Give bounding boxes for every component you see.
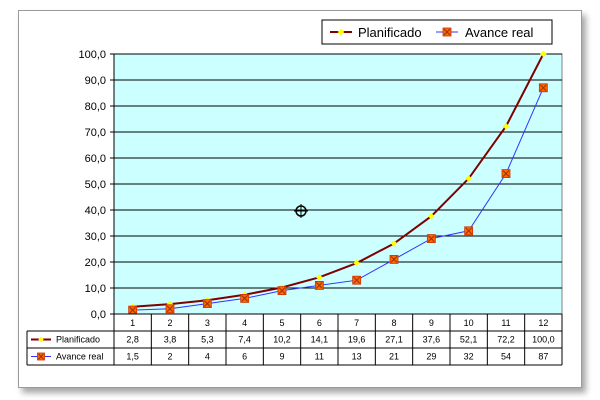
marker-x-stroke — [353, 276, 361, 284]
marker-x-stroke — [539, 84, 547, 92]
plot-area: 0,0 10,0 20,0 30,0 40,0 50,0 60,0 70,0 80,0 90,0 1… — [78, 49, 563, 321]
y-tick-label: 30,0 — [85, 231, 106, 243]
data-point — [314, 280, 324, 290]
x-tick-label: 2 — [167, 318, 172, 328]
data-point — [426, 234, 436, 244]
data-point — [539, 50, 547, 58]
table-cell: 14,1 — [311, 335, 329, 345]
marker-x-stroke — [241, 295, 249, 302]
x-tick-label: 9 — [429, 318, 434, 328]
x-tick-label: 10 — [464, 318, 474, 328]
table-cell: 11 — [315, 352, 324, 362]
table-cell: 29 — [426, 352, 436, 362]
marker-x-stroke — [278, 287, 286, 294]
marker-x-stroke — [465, 227, 473, 235]
legend-marker — [442, 27, 452, 37]
table-cell: 7,4 — [238, 335, 251, 345]
x-tick-label: 7 — [354, 318, 359, 328]
x-tick-label: 3 — [205, 318, 210, 328]
table-cell: 72,2 — [497, 335, 515, 345]
table-cell: 4 — [205, 352, 210, 362]
legend-marker — [337, 28, 345, 36]
marker-x-stroke — [38, 353, 44, 360]
marker-x-stroke — [502, 170, 510, 177]
data-point — [240, 293, 250, 303]
table-cell: 2 — [167, 352, 172, 362]
data-point — [538, 83, 548, 93]
table-cell: 87 — [538, 352, 548, 362]
table-series-name: Planificado — [56, 335, 100, 345]
legend-label: Planificado — [358, 25, 422, 40]
table-cell: 1,5 — [126, 352, 139, 362]
table-cell: 100,0 — [532, 335, 555, 345]
y-tick-label: 0,0 — [91, 309, 106, 321]
data-point — [464, 226, 474, 236]
data-point — [277, 286, 287, 296]
table-cell: 54 — [501, 352, 511, 362]
y-tick-label: 40,0 — [85, 205, 106, 217]
table-cell: 2,8 — [126, 335, 139, 345]
table-cell: 10,2 — [273, 335, 291, 345]
y-tick-label: 60,0 — [85, 153, 106, 165]
x-tick-label: 6 — [317, 318, 322, 328]
y-tick-label: 50,0 — [85, 179, 106, 191]
x-tick-label: 12 — [538, 318, 548, 328]
marker-x-stroke — [315, 282, 323, 289]
marker-x-stroke — [427, 235, 435, 242]
y-tick-label: 90,0 — [85, 75, 106, 87]
table-cell: 32 — [464, 352, 474, 362]
x-tick-label: 11 — [501, 318, 510, 328]
data-point — [202, 299, 212, 309]
data-point — [427, 212, 435, 220]
table-cell: 9 — [279, 352, 284, 362]
table-series-name: Avance real — [56, 352, 103, 362]
x-tick-label: 5 — [279, 318, 284, 328]
marker-x-stroke — [443, 28, 451, 36]
table-legend-marker — [37, 352, 45, 361]
marker-x-stroke — [390, 256, 398, 263]
data-point — [352, 275, 362, 285]
legend-label: Avance real — [465, 25, 534, 40]
table-cell: 52,1 — [460, 335, 478, 345]
data-point — [165, 304, 175, 314]
data-point — [353, 259, 361, 267]
data-point — [502, 122, 510, 130]
y-tick-label: 70,0 — [85, 127, 106, 139]
x-tick-label: 8 — [391, 318, 396, 328]
data-point — [128, 305, 138, 315]
table-cell: 37,6 — [423, 335, 441, 345]
legend: Planificado Avance real — [321, 19, 553, 45]
table-cell: 3,8 — [164, 335, 177, 345]
table-cell: 13 — [352, 352, 362, 362]
y-tick-label: 10,0 — [85, 283, 106, 295]
marker-x-stroke — [129, 306, 137, 314]
table-cell: 5,3 — [201, 335, 214, 345]
y-tick-label: 20,0 — [85, 257, 106, 269]
y-tick-label: 100,0 — [78, 49, 106, 61]
data-point — [501, 169, 511, 179]
series-line-planificado — [132, 53, 545, 308]
crosshair-cursor-icon — [294, 204, 308, 218]
data-point — [389, 254, 399, 264]
y-tick-label: 80,0 — [85, 101, 106, 113]
table-cell: 6 — [242, 352, 247, 362]
x-tick-label: 1 — [130, 318, 135, 328]
table-cell: 19,6 — [348, 335, 366, 345]
data-point — [390, 240, 398, 247]
marker-x-stroke — [203, 300, 211, 307]
data-point — [465, 175, 473, 182]
table-legend-marker — [38, 336, 44, 343]
x-tick-label: 4 — [242, 318, 247, 328]
marker-x-stroke — [166, 305, 174, 313]
table-cell: 27,1 — [385, 335, 403, 345]
series-line-avance-real — [132, 87, 544, 311]
data-point — [315, 273, 323, 281]
table-cell: 21 — [389, 352, 399, 362]
